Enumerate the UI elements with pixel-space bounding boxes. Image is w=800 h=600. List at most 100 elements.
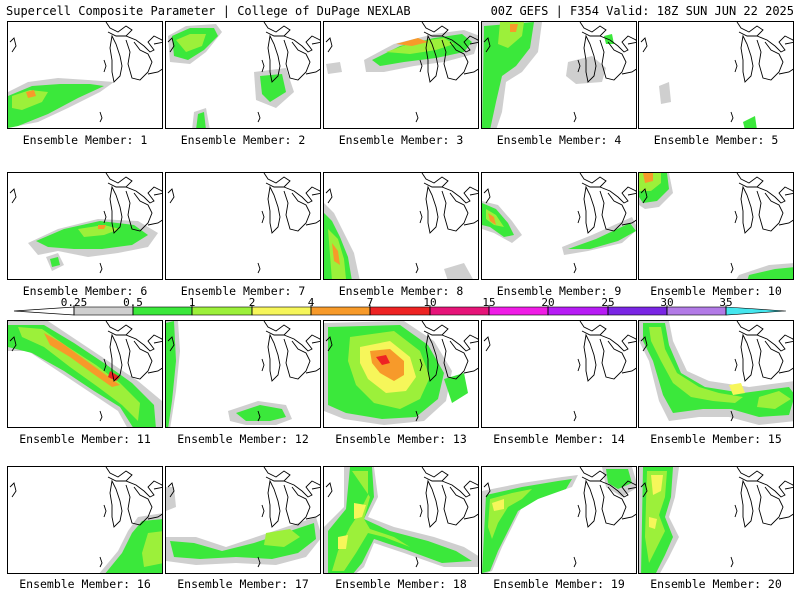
basemap-outline xyxy=(425,479,439,528)
basemap-outline xyxy=(147,513,162,520)
basemap-outline xyxy=(627,340,636,344)
basemap-outline xyxy=(756,190,784,232)
ensemble-member-label: Ensemble Member: 15 xyxy=(650,432,782,446)
basemap-outline xyxy=(778,68,793,75)
basemap-outline xyxy=(577,504,581,518)
ensemble-member-label: Ensemble Member: 11 xyxy=(19,432,151,446)
scp-contour-fill xyxy=(78,225,120,237)
ensemble-member-label: Ensemble Member: 13 xyxy=(335,432,467,446)
colorbar-level-label: 0.5 xyxy=(123,296,143,309)
scp-contour-fill xyxy=(44,333,120,387)
basemap-outline xyxy=(579,173,607,188)
basemap-outline xyxy=(261,504,265,518)
scp-contour-fill xyxy=(12,90,48,110)
basemap-outline xyxy=(469,486,478,490)
colorbar-level-label: 2 xyxy=(248,296,256,309)
basemap-outline xyxy=(103,59,107,73)
basemap-outline xyxy=(579,467,607,482)
basemap-outline xyxy=(283,338,311,380)
colorbar-swatch xyxy=(251,306,312,316)
map-graphic xyxy=(482,467,636,573)
map-graphic xyxy=(482,173,636,274)
scp-contour-fill xyxy=(196,112,206,128)
scp-contour-fill xyxy=(264,529,300,547)
scp-contour-fill xyxy=(568,223,636,249)
colorbar-level-label: 20 xyxy=(541,296,555,309)
basemap-outline xyxy=(441,190,469,232)
basemap-outline xyxy=(640,37,648,53)
basemap-outline xyxy=(599,190,627,232)
ensemble-map-panel xyxy=(323,172,479,280)
basemap-outline xyxy=(483,188,491,204)
basemap-outline xyxy=(640,482,648,498)
scp-contour-fill xyxy=(444,263,473,279)
ensemble-map-panel xyxy=(7,21,163,129)
scp-contour-fill xyxy=(659,82,671,104)
ensemble-member-label: Ensemble Member: 9 xyxy=(496,284,622,298)
colorbar-level-label: 7 xyxy=(366,296,374,309)
basemap-outline xyxy=(640,188,648,204)
basemap-outline xyxy=(125,35,162,53)
basemap-outline xyxy=(105,467,133,482)
ensemble-member-label: Ensemble Member: 19 xyxy=(493,577,625,591)
basemap-outline xyxy=(734,358,738,372)
scp-contour-fill xyxy=(396,38,428,46)
basemap-outline xyxy=(469,192,478,196)
map-graphic xyxy=(324,467,478,573)
basemap-outline xyxy=(441,480,478,498)
basemap-outline xyxy=(627,41,636,45)
ensemble-member-label: Ensemble Member: 14 xyxy=(493,432,625,446)
basemap-outline xyxy=(736,467,764,482)
basemap-outline xyxy=(283,39,311,81)
basemap-outline xyxy=(261,59,265,73)
basemap-outline xyxy=(125,190,153,232)
basemap-outline xyxy=(583,185,597,234)
scp-contour-fill xyxy=(386,38,454,54)
colorbar-swatch xyxy=(191,306,253,316)
scp-contour-fill xyxy=(328,467,472,573)
ensemble-map-panel xyxy=(638,21,794,129)
basemap-outline xyxy=(99,111,103,123)
ensemble-map-panel xyxy=(165,172,321,280)
ensemble-member-label: Ensemble Member: 12 xyxy=(177,432,309,446)
basemap-outline xyxy=(778,367,793,374)
basemap-outline xyxy=(599,186,636,204)
scp-contour-fill xyxy=(492,499,504,511)
ensemble-map-panel xyxy=(638,172,794,280)
basemap-outline xyxy=(425,333,439,382)
ensemble-member-label: Ensemble Member: 5 xyxy=(653,133,779,147)
basemap-outline xyxy=(627,192,636,196)
basemap-outline xyxy=(311,192,320,196)
scp-contour-fill xyxy=(482,22,534,128)
basemap-outline xyxy=(103,210,107,224)
ensemble-map-panel xyxy=(7,466,163,574)
scp-contour-fill xyxy=(649,517,657,529)
scp-contour-fill xyxy=(176,34,206,52)
basemap-outline xyxy=(599,35,636,53)
ensemble-member-label: Ensemble Member: 17 xyxy=(177,577,309,591)
basemap-outline xyxy=(583,34,597,83)
colorbar-legend: 0.25 0.5 1 2 4 7 10 15 20 25 30 35 xyxy=(0,296,800,322)
basemap-outline xyxy=(305,513,320,520)
basemap-outline xyxy=(415,262,419,274)
basemap-outline xyxy=(99,556,103,568)
basemap-outline xyxy=(311,486,320,490)
scp-contour-fill xyxy=(645,471,667,563)
scp-contour-fill xyxy=(604,34,614,44)
basemap-outline xyxy=(599,338,627,380)
basemap-outline xyxy=(147,219,162,226)
scp-contour-fill xyxy=(486,209,504,227)
map-graphic xyxy=(166,467,320,568)
basemap-outline xyxy=(125,480,162,498)
map-graphic xyxy=(483,321,636,422)
basemap-outline xyxy=(257,111,261,123)
basemap-outline xyxy=(103,358,107,372)
basemap-outline xyxy=(109,34,123,83)
scp-contour-fill xyxy=(166,321,176,427)
basemap-outline xyxy=(756,484,784,526)
scp-contour-fill xyxy=(651,475,663,495)
basemap-outline xyxy=(267,185,281,234)
ensemble-map-panel xyxy=(7,320,163,428)
ensemble-member-label: Ensemble Member: 4 xyxy=(496,133,622,147)
basemap-outline xyxy=(730,262,734,274)
